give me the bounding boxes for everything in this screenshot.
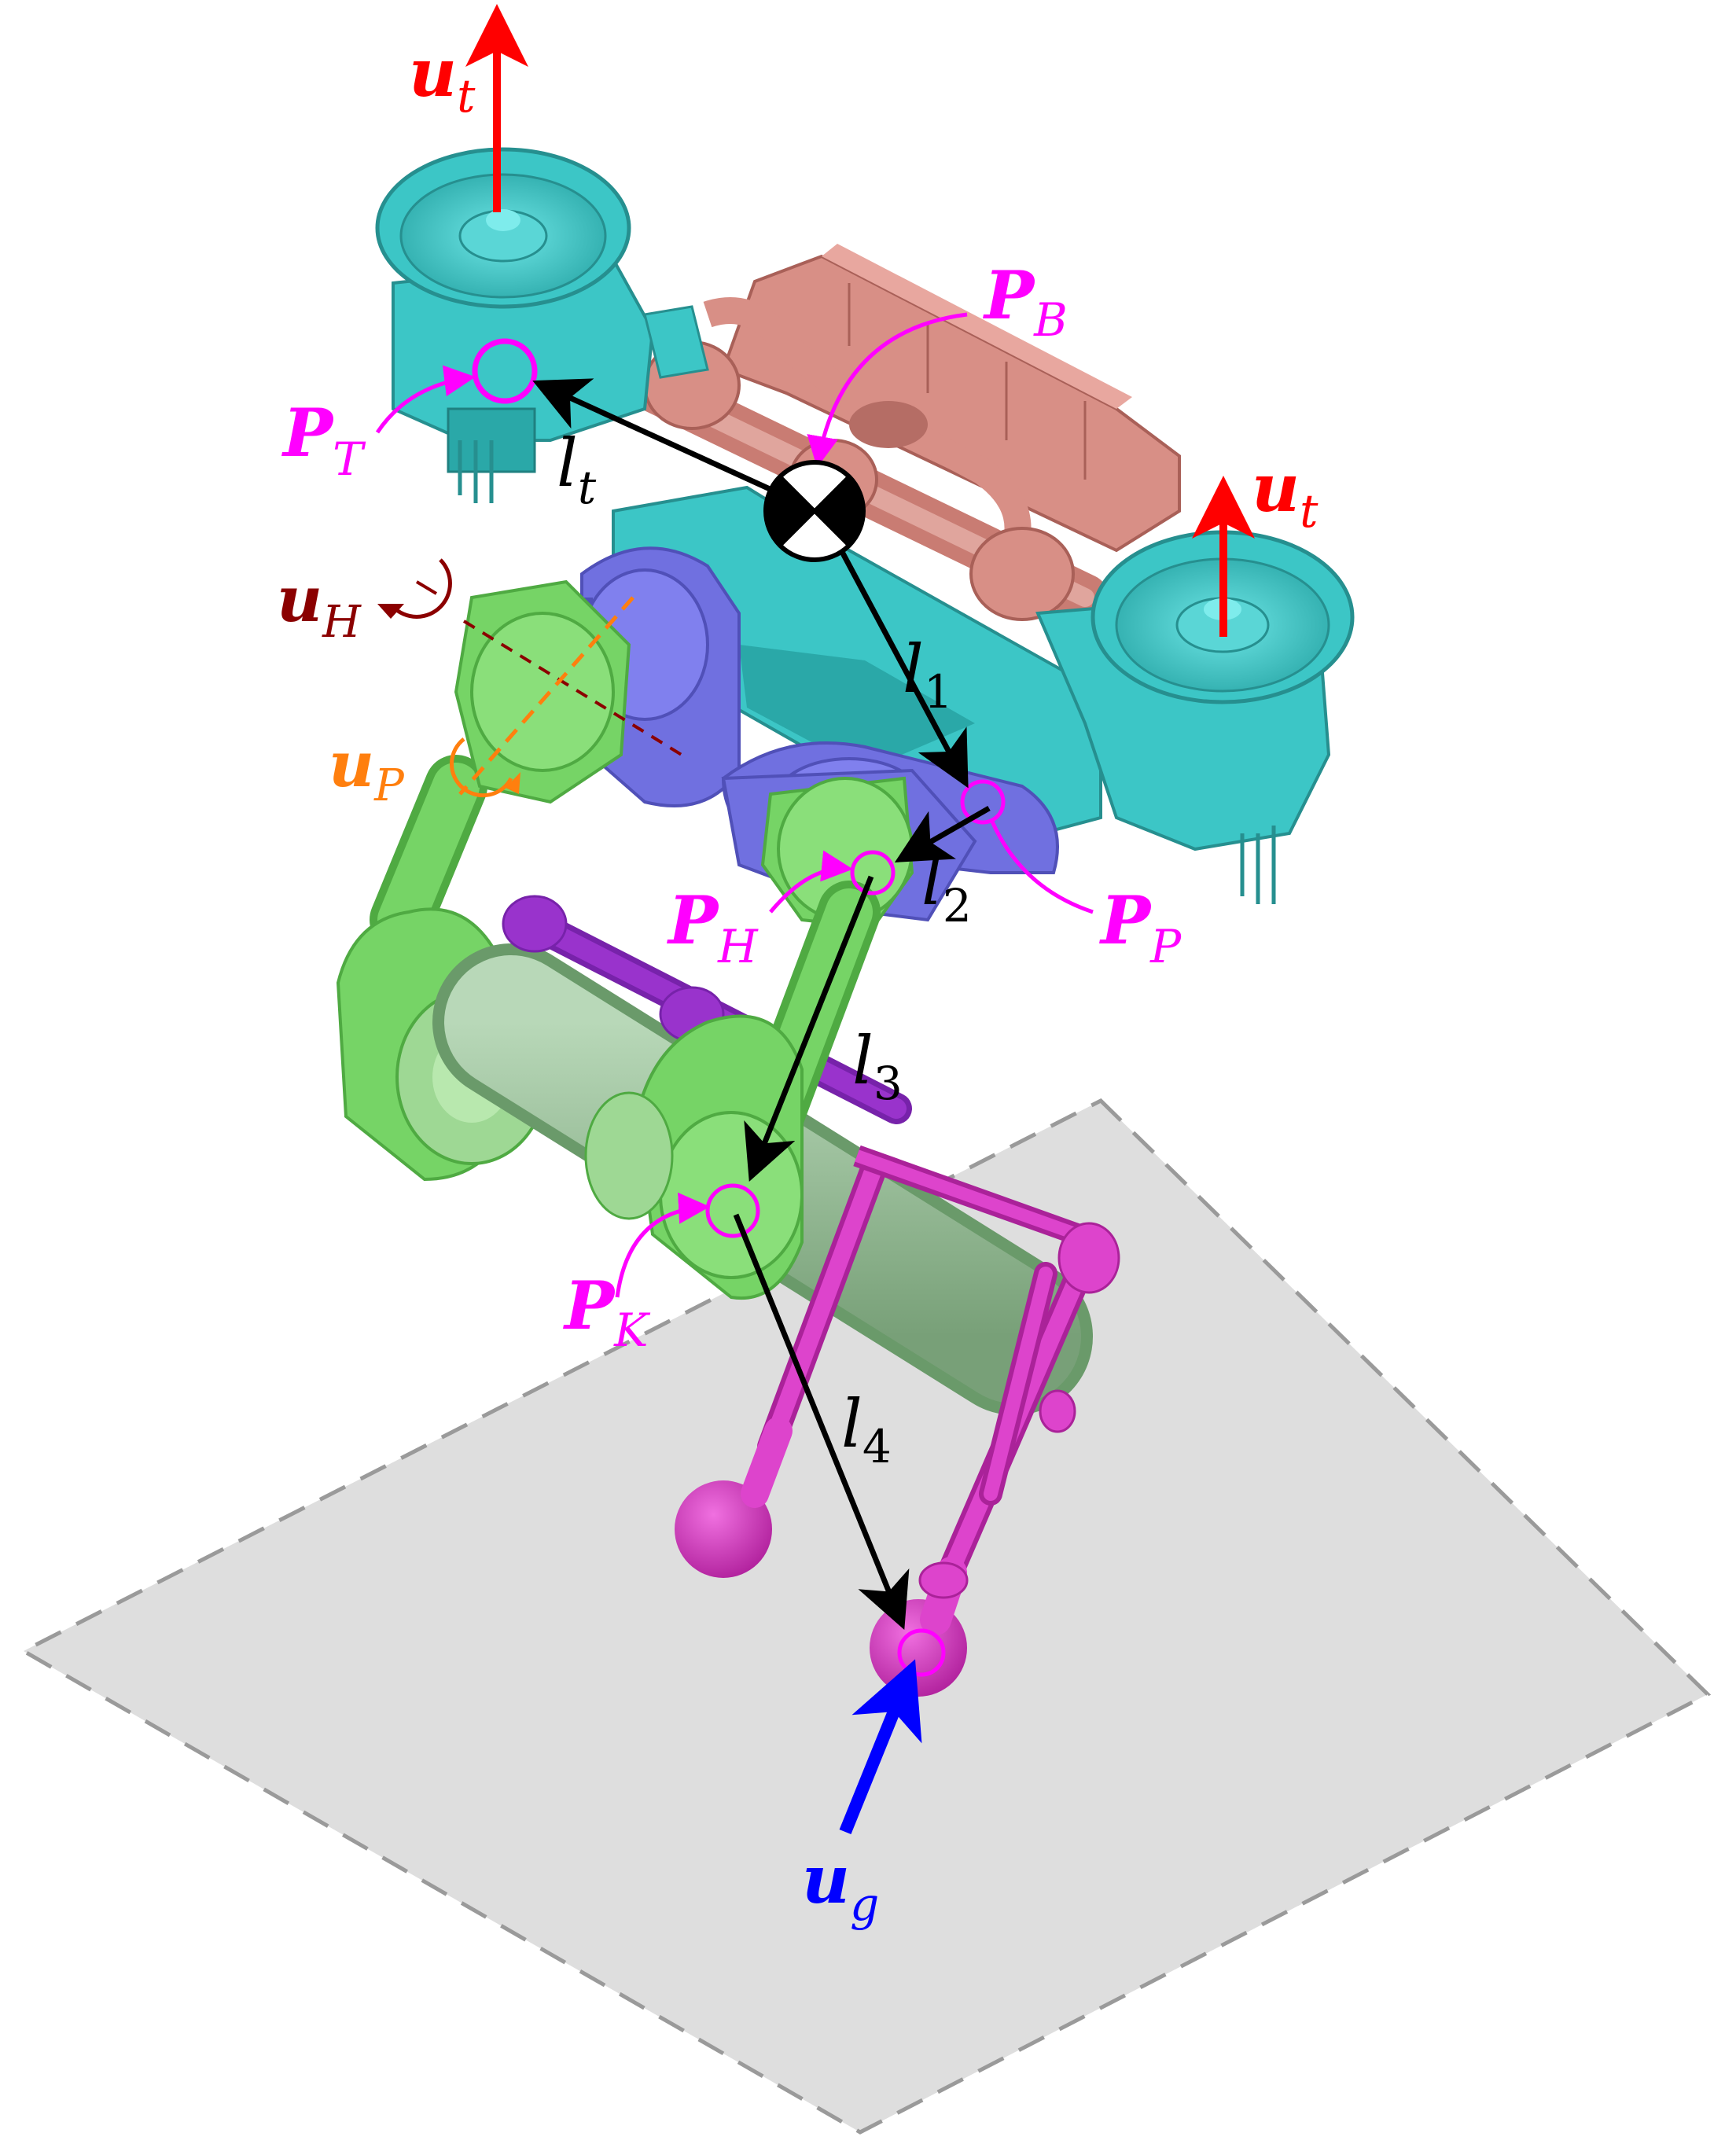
l-4-vector <box>733 1213 910 1630</box>
p-h-callout <box>769 850 853 914</box>
p-b-callout <box>807 312 968 468</box>
l-4-label: l4 <box>841 1385 892 1473</box>
u-h-rotation-icon <box>377 558 452 619</box>
l-3-vector <box>744 875 874 1182</box>
p-k-callout <box>615 1192 710 1298</box>
l-t-label: lt <box>557 425 597 514</box>
p-t-label: PT <box>281 394 366 486</box>
p-p-marker <box>960 779 1006 825</box>
p-k-label: PK <box>563 1267 651 1357</box>
u-t-left-label: ut <box>409 34 476 123</box>
p-b-label: PB <box>983 256 1068 347</box>
l-2-label: l2 <box>921 843 972 932</box>
l-1-vector <box>838 549 969 789</box>
center-of-mass-marker <box>763 460 866 562</box>
l-3-label: l3 <box>852 1022 903 1110</box>
lower-leg-left <box>675 1145 1081 1578</box>
u-t-right-label: ut <box>1252 449 1319 538</box>
u-g-arrow <box>839 1659 922 1835</box>
l-1-label: l1 <box>903 631 953 719</box>
u-p-axis <box>458 596 634 796</box>
u-p-label: uP <box>329 727 405 811</box>
u-g-label: ug <box>802 1841 879 1931</box>
p-p-callout <box>990 820 1094 914</box>
p-h-label: PH <box>667 881 759 973</box>
left-thruster <box>375 147 709 503</box>
p-t-callout <box>375 365 476 434</box>
u-p-rotation-icon <box>449 737 520 798</box>
p-p-label: PP <box>1099 881 1182 973</box>
l-2-vector <box>894 805 991 862</box>
u-h-label: uH <box>277 562 362 648</box>
